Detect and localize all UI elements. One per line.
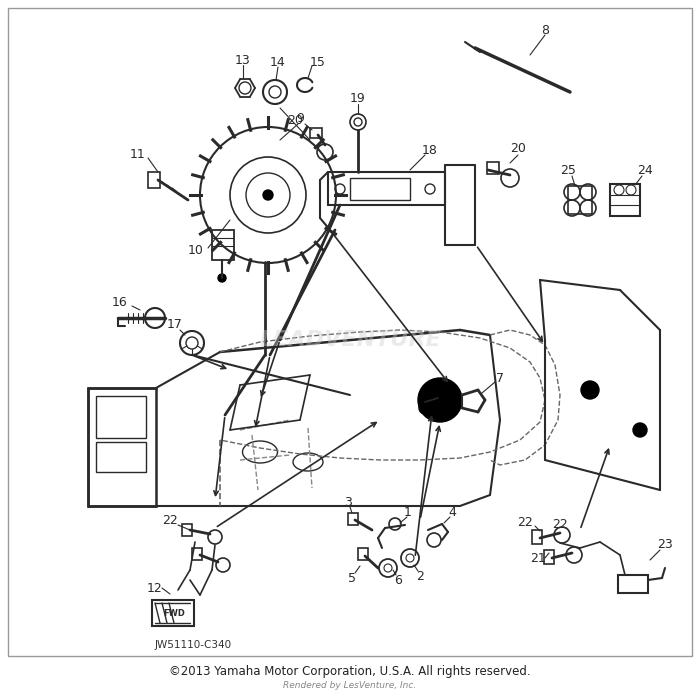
Text: 6: 6 bbox=[394, 573, 402, 587]
Bar bbox=[532, 530, 542, 544]
Bar bbox=[96, 396, 146, 438]
Text: 23: 23 bbox=[657, 538, 673, 552]
Bar bbox=[568, 186, 592, 214]
Text: FWD: FWD bbox=[163, 608, 185, 617]
Text: 3: 3 bbox=[344, 496, 352, 508]
Bar bbox=[610, 184, 640, 216]
Text: 15: 15 bbox=[310, 55, 326, 69]
Text: 5: 5 bbox=[348, 571, 356, 584]
Text: 1: 1 bbox=[404, 505, 412, 519]
Bar bbox=[348, 513, 358, 525]
Bar bbox=[192, 548, 202, 560]
Text: 2: 2 bbox=[416, 570, 424, 582]
Circle shape bbox=[263, 190, 273, 200]
Bar bbox=[350, 178, 410, 200]
Circle shape bbox=[581, 381, 599, 399]
Circle shape bbox=[419, 402, 431, 414]
Text: 19: 19 bbox=[350, 92, 366, 104]
Text: LEADVENTURE: LEADVENTURE bbox=[259, 330, 441, 350]
Text: 4: 4 bbox=[448, 505, 456, 519]
Text: 7: 7 bbox=[496, 372, 504, 384]
Text: Rendered by LesVenture, Inc.: Rendered by LesVenture, Inc. bbox=[284, 680, 416, 690]
Text: 17: 17 bbox=[167, 318, 183, 332]
Bar bbox=[152, 600, 194, 626]
Bar bbox=[148, 172, 160, 188]
Bar bbox=[88, 388, 156, 506]
Bar bbox=[358, 548, 368, 560]
Text: 21: 21 bbox=[530, 552, 546, 564]
Circle shape bbox=[418, 378, 462, 422]
Text: 9: 9 bbox=[296, 111, 304, 125]
Text: 13: 13 bbox=[235, 53, 251, 66]
Text: JW51110-C340: JW51110-C340 bbox=[155, 640, 232, 650]
Text: 11: 11 bbox=[130, 148, 146, 162]
Text: 10: 10 bbox=[188, 244, 204, 256]
Bar bbox=[544, 550, 554, 564]
Text: 25: 25 bbox=[560, 164, 576, 176]
Text: 14: 14 bbox=[270, 55, 286, 69]
Bar bbox=[310, 128, 322, 138]
Circle shape bbox=[218, 274, 226, 282]
Text: 20: 20 bbox=[287, 113, 303, 127]
Text: 22: 22 bbox=[162, 514, 178, 526]
Bar bbox=[212, 230, 234, 260]
Text: 22: 22 bbox=[552, 519, 568, 531]
Text: ©2013 Yamaha Motor Corporation, U.S.A. All rights reserved.: ©2013 Yamaha Motor Corporation, U.S.A. A… bbox=[169, 666, 531, 678]
Text: 22: 22 bbox=[517, 515, 533, 528]
Text: 18: 18 bbox=[422, 144, 438, 157]
Text: 8: 8 bbox=[541, 24, 549, 36]
Bar bbox=[618, 575, 648, 593]
Text: 16: 16 bbox=[112, 295, 128, 309]
Bar bbox=[487, 162, 499, 174]
Bar bbox=[182, 524, 192, 536]
Text: 24: 24 bbox=[637, 164, 653, 176]
Circle shape bbox=[633, 423, 647, 437]
Text: 20: 20 bbox=[510, 141, 526, 155]
Bar bbox=[96, 442, 146, 472]
Text: 12: 12 bbox=[147, 582, 163, 594]
